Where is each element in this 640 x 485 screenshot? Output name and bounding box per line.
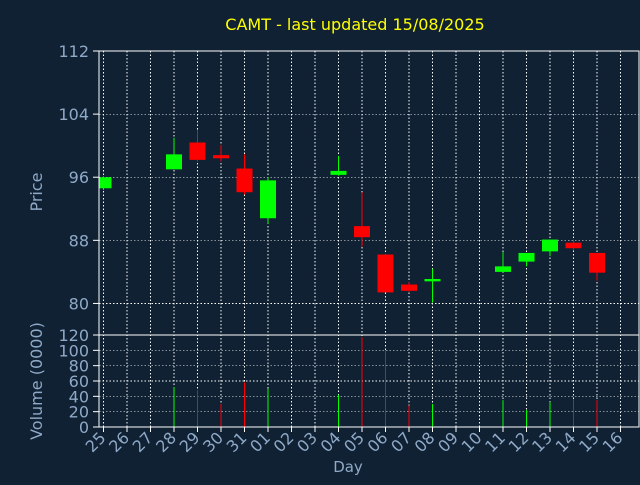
candle-body-12 — [518, 252, 535, 262]
candle-body-15 — [589, 252, 605, 273]
grid-layer — [99, 50, 640, 428]
candle-body-31 — [236, 168, 253, 193]
candle-body-04 — [330, 170, 347, 175]
volume-y-tick-label: 80 — [69, 357, 89, 376]
candle-body-07 — [401, 284, 417, 291]
x-tick-label-16: 16 — [599, 428, 627, 456]
marks-layer — [99, 129, 605, 427]
candle-body-06 — [377, 254, 394, 293]
volume-y-tick-label: 120 — [58, 326, 89, 345]
price-panel-frame — [98, 50, 640, 336]
volume-y-tick-label: 60 — [69, 372, 89, 391]
candle-body-14 — [565, 242, 582, 249]
price-y-tick-label: 96 — [69, 168, 89, 187]
candle-body-08 — [424, 278, 441, 282]
candle-body-25 — [99, 177, 112, 189]
candle-body-29 — [189, 142, 206, 160]
volume-y-tick-label: 100 — [58, 341, 89, 360]
x-axis-label: Day — [333, 458, 363, 476]
candle-body-11 — [495, 266, 511, 272]
volume-y-tick-label: 0 — [79, 418, 89, 437]
price-y-tick-label: 112 — [58, 42, 89, 61]
price-axis-label: Price — [27, 172, 46, 211]
volume-y-tick-label: 20 — [69, 403, 89, 422]
price-y-tick-label: 104 — [58, 105, 89, 124]
chart-title: CAMT - last updated 15/08/2025 — [225, 15, 484, 34]
volume-axis-label: Volume (0000) — [27, 322, 46, 440]
volume-y-tick-label: 40 — [69, 387, 89, 406]
price-y-tick-label: 88 — [69, 231, 89, 250]
candle-body-01 — [260, 180, 276, 219]
candle-body-05 — [354, 226, 370, 238]
candle-body-28 — [166, 154, 182, 170]
candle-body-30 — [213, 155, 229, 159]
volume-panel-frame — [98, 334, 640, 428]
candle-body-13 — [542, 239, 558, 252]
price-y-tick-label: 80 — [69, 294, 89, 313]
